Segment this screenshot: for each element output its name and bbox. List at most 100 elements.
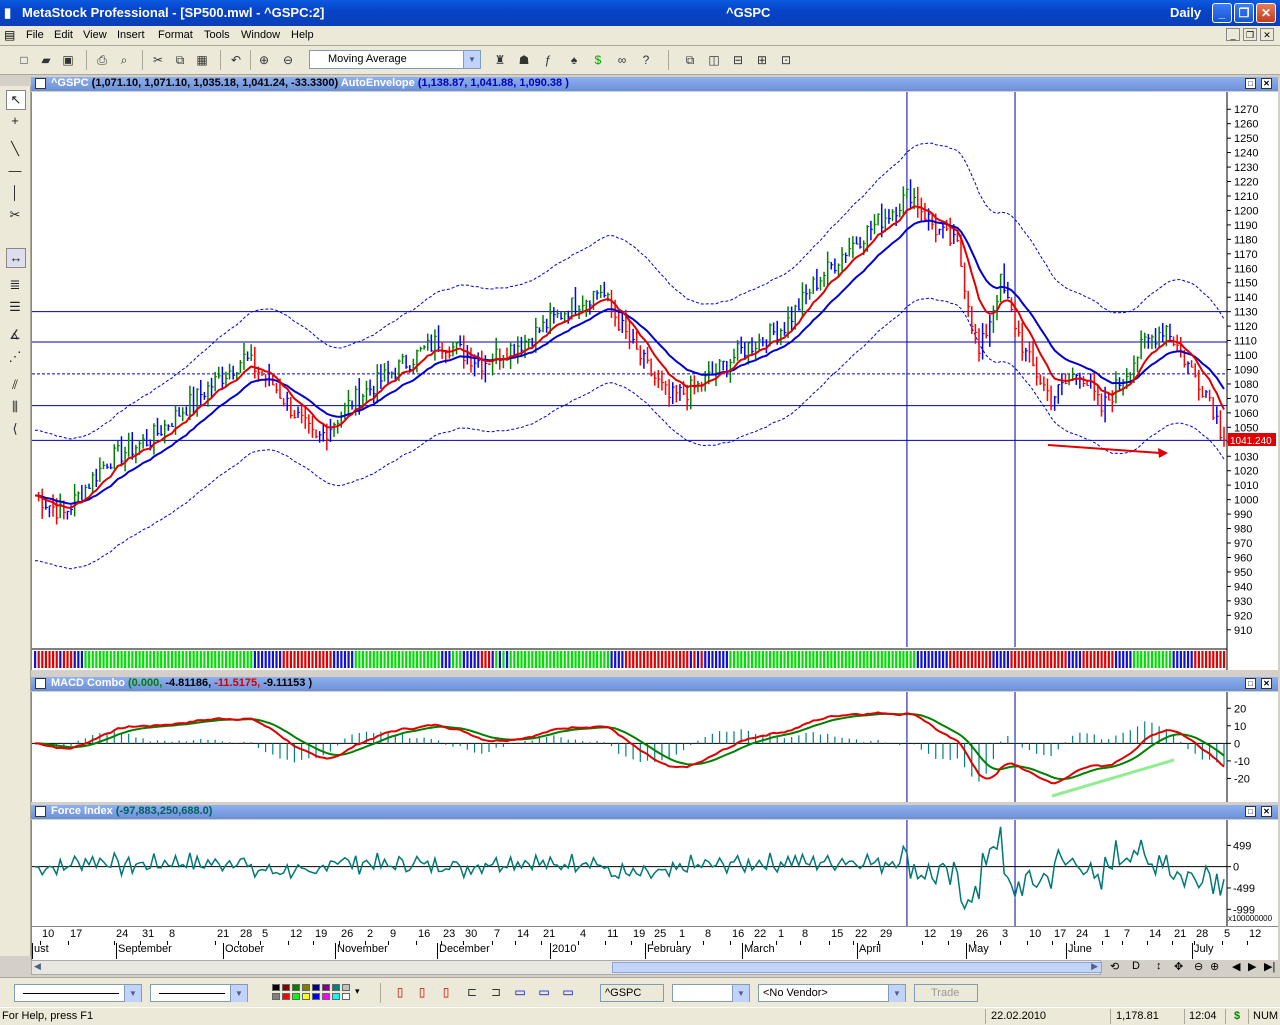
palette-swatch[interactable] (342, 984, 350, 991)
menu-window[interactable]: Window (241, 29, 281, 41)
prev-icon[interactable]: ◀ (1232, 961, 1241, 973)
palette-swatch[interactable] (292, 993, 300, 1000)
macd-chart[interactable]: 20 10 0 -10 -20 (32, 692, 1279, 802)
mdi-close-icon[interactable]: ✕ (1260, 28, 1274, 41)
palette-swatch[interactable] (282, 984, 290, 991)
gann-icon[interactable]: ⋰ (8, 349, 22, 364)
layout-icon-1[interactable]: ▭ (514, 985, 526, 999)
security-select[interactable]: ▼ (672, 984, 750, 1002)
palette-swatch[interactable] (302, 993, 310, 1000)
move-icon[interactable]: ✥ (1174, 961, 1184, 973)
pane-maximize-icon[interactable]: □ (1245, 78, 1256, 89)
price-pane[interactable]: 1270 1260 1250 1240 1230 1220 1210 1200 1190 1180… (31, 92, 1278, 670)
mdi-restore-icon[interactable]: ❐ (1243, 28, 1257, 41)
palette-swatch[interactable] (312, 984, 320, 991)
close-button[interactable]: ✕ (1256, 3, 1276, 23)
arrows-icon[interactable]: ↔ (6, 248, 26, 268)
pane-maximize-icon[interactable]: □ (1245, 806, 1256, 817)
trendline-icon[interactable]: ╲ (11, 141, 19, 156)
palette-swatch[interactable] (332, 993, 340, 1000)
vertical-line-icon[interactable]: │ (10, 185, 20, 200)
explorer-icon[interactable]: ☗ (518, 53, 530, 67)
menu-tools[interactable]: Tools (204, 29, 230, 41)
binoculars-icon[interactable]: ∞ (617, 53, 627, 67)
tile-vertical-icon[interactable]: ◫ (708, 53, 720, 67)
palette-dropdown-icon[interactable]: ▾ (355, 986, 360, 996)
crosshair-icon[interactable]: ⊕ (258, 53, 270, 67)
doc-icon[interactable]: ▤ (4, 28, 16, 42)
zoom-icon[interactable]: ⊖ (282, 53, 294, 67)
expert-icon[interactable]: ♜ (494, 53, 506, 67)
palette-swatch[interactable] (292, 984, 300, 991)
trade-button[interactable]: Trade (914, 984, 978, 1002)
help-cursor-icon[interactable]: ? (642, 53, 650, 67)
price-pane-title[interactable]: ^GSPC (1,071.10, 1,071.10, 1,035.18, 1,0… (31, 77, 1278, 91)
menu-help[interactable]: Help (291, 29, 314, 41)
scroll-thumb[interactable] (612, 962, 1102, 973)
copy-icon[interactable]: ⧉ (175, 53, 185, 67)
fan-icon[interactable]: ∡ (9, 327, 21, 342)
menu-insert[interactable]: Insert (117, 29, 145, 41)
save-icon[interactable]: ▣ (62, 53, 74, 67)
menu-edit[interactable]: Edit (54, 29, 73, 41)
bar-style-icon-2[interactable]: ▯ (418, 985, 426, 999)
pane-icon[interactable] (35, 678, 46, 689)
palette-swatch[interactable] (312, 993, 320, 1000)
macd-pane[interactable]: 20 10 0 -10 -20 (31, 692, 1278, 802)
palette-swatch[interactable] (322, 984, 330, 991)
scissors-icon[interactable]: ✂ (9, 207, 21, 222)
palette-swatch[interactable] (342, 993, 350, 1000)
fibonacci-icon[interactable]: ≣ (9, 277, 21, 292)
arrange-icon[interactable]: ⊡ (780, 53, 792, 67)
line-style-select[interactable]: ▼ (14, 984, 142, 1002)
horizontal-line-icon[interactable]: — (8, 163, 22, 178)
bar-style-icon-5[interactable]: ⊐ (490, 985, 502, 999)
last-icon[interactable]: ▶| (1264, 961, 1276, 973)
refresh-icon[interactable]: ⟲ (1110, 961, 1120, 973)
next-icon[interactable]: ▶ (1248, 961, 1257, 973)
palette-swatch[interactable] (302, 984, 310, 991)
dollar-icon[interactable]: $ (594, 53, 602, 67)
mdi-minimize-icon[interactable]: _ (1226, 28, 1240, 41)
bar-style-icon-4[interactable]: ⊏ (466, 985, 478, 999)
symbol-field[interactable]: ^GSPC (600, 984, 664, 1002)
pointer-icon[interactable]: ↖ (6, 90, 26, 110)
print-icon[interactable]: ⎙ (97, 53, 107, 67)
menu-view[interactable]: View (83, 29, 107, 41)
d-icon[interactable]: D (1132, 960, 1140, 972)
scroll-right-icon[interactable]: ▶ (1091, 961, 1098, 971)
channel-icon[interactable]: ⫽ (12, 377, 18, 392)
bar-style-icon-1[interactable]: ▯ (396, 985, 404, 999)
undo-icon[interactable]: ↶ (230, 53, 242, 67)
horizontal-scrollbar[interactable]: ◀ ▶ (31, 960, 1102, 975)
print-preview-icon[interactable]: ⌕ (120, 53, 128, 67)
pane-close-icon[interactable]: ✕ (1261, 806, 1272, 817)
menu-file[interactable]: File (26, 29, 44, 41)
zoom-in-icon[interactable]: ⊕ (1210, 961, 1220, 973)
pane-icon[interactable] (35, 78, 46, 89)
force-pane[interactable]: 499 0 -499 -999 x100000000 (31, 820, 1278, 926)
macd-pane-title[interactable]: MACD Combo (0.000, -4.81186, -11.5175, -… (31, 677, 1278, 691)
arc-icon[interactable]: ⟨ (12, 421, 18, 436)
pane-maximize-icon[interactable]: □ (1245, 678, 1256, 689)
palette-swatch[interactable] (272, 984, 280, 991)
paste-icon[interactable]: ▦ (196, 53, 208, 67)
line-weight-select[interactable]: ▼ (150, 984, 248, 1002)
scroll-left-icon[interactable]: ◀ (34, 961, 41, 971)
pane-close-icon[interactable]: ✕ (1261, 678, 1272, 689)
layout-icon-3[interactable]: ▭ (562, 985, 574, 999)
palette-swatch[interactable] (332, 984, 340, 991)
cycle-icon[interactable]: ⫼ (12, 399, 18, 414)
cross-icon[interactable]: + (11, 113, 19, 128)
color-palette[interactable] (272, 984, 352, 1002)
palette-swatch[interactable] (322, 993, 330, 1000)
restore-button[interactable]: ❐ (1234, 3, 1254, 23)
palette-swatch[interactable] (272, 993, 280, 1000)
minimize-button[interactable]: _ (1212, 3, 1232, 23)
cascade-icon[interactable]: ⧉ (685, 53, 695, 67)
expand-vertical-icon[interactable]: ↕ (1156, 960, 1162, 972)
formula-icon[interactable]: ƒ (544, 53, 552, 67)
layout-icon-2[interactable]: ▭ (538, 985, 550, 999)
zoom-out-icon[interactable]: ⊖ (1194, 961, 1204, 973)
